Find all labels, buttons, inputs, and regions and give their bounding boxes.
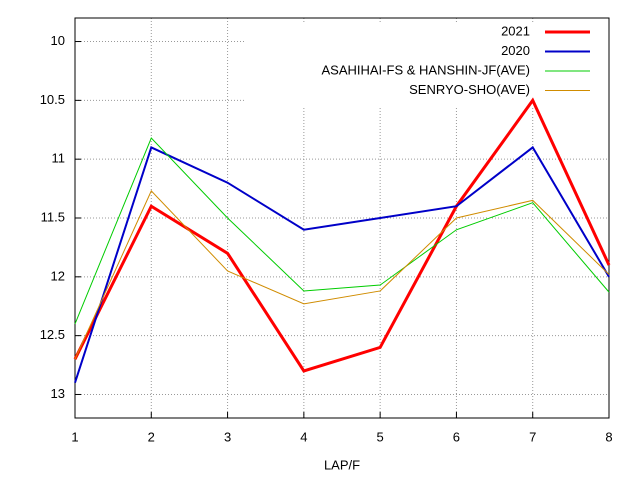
y-tick-label: 11.5 — [41, 209, 65, 224]
y-tick-label: 13 — [51, 386, 65, 401]
data-line — [74, 145, 610, 384]
x-axis-label: LAP/F — [324, 457, 360, 472]
plot-frame — [74, 17, 610, 419]
y-tick-label: 11 — [52, 151, 66, 166]
data-line — [74, 190, 610, 360]
x-tick-label: 3 — [224, 429, 231, 444]
data-line — [74, 137, 610, 325]
y-tick-label: 10 — [51, 33, 65, 48]
y-tick-label: 12 — [51, 268, 65, 283]
x-tick-label: 1 — [71, 429, 78, 444]
legend-label: SENRYO-SHO(AVE) — [409, 82, 530, 97]
legend-label: 2020 — [501, 43, 530, 58]
data-line — [73, 97, 611, 373]
x-tick-label: 7 — [529, 429, 536, 444]
legend-box — [246, 22, 608, 106]
x-tick-label: 6 — [453, 429, 460, 444]
x-tick-label: 8 — [605, 429, 612, 444]
legend-label: ASAHIHAI-FS & HANSHIN-JF(AVE) — [321, 62, 530, 77]
y-tick-label: 10.5 — [40, 92, 65, 107]
x-tick-label: 4 — [300, 429, 307, 444]
legend-label: 2021 — [501, 23, 530, 38]
x-tick-label: 2 — [148, 429, 155, 444]
x-tick-label: 5 — [377, 429, 384, 444]
y-tick-label: 12.5 — [40, 327, 65, 342]
